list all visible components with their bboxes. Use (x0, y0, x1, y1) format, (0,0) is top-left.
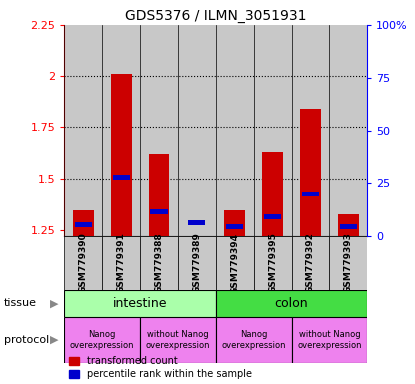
Text: GSM779392: GSM779392 (306, 233, 315, 293)
FancyBboxPatch shape (64, 290, 216, 317)
Text: GSM779389: GSM779389 (193, 233, 201, 293)
FancyBboxPatch shape (140, 236, 178, 290)
Bar (75, 222, 92, 227)
Text: ▶: ▶ (50, 335, 58, 345)
Bar (112, 175, 129, 180)
FancyBboxPatch shape (64, 317, 140, 363)
Bar (149, 154, 169, 236)
FancyBboxPatch shape (64, 236, 102, 290)
Bar (302, 192, 319, 196)
Bar (264, 214, 281, 219)
Text: without Nanog
overexpression: without Nanog overexpression (146, 330, 210, 349)
Text: tissue: tissue (4, 298, 37, 308)
Bar (111, 74, 132, 236)
Text: intestine: intestine (113, 297, 167, 310)
Bar (225, 210, 245, 236)
Bar (226, 225, 243, 229)
FancyBboxPatch shape (291, 236, 330, 290)
Title: GDS5376 / ILMN_3051931: GDS5376 / ILMN_3051931 (125, 8, 307, 23)
Text: ▶: ▶ (50, 298, 58, 308)
Text: GSM779393: GSM779393 (344, 233, 353, 293)
Bar (262, 152, 283, 236)
Bar (140, 25, 178, 236)
FancyBboxPatch shape (291, 317, 367, 363)
FancyBboxPatch shape (178, 236, 216, 290)
Text: without Nanog
overexpression: without Nanog overexpression (297, 330, 361, 349)
Bar (73, 210, 94, 236)
Bar (254, 25, 292, 236)
Text: Nanog
overexpression: Nanog overexpression (222, 330, 286, 349)
Text: GSM779388: GSM779388 (154, 233, 164, 293)
Bar (300, 109, 321, 236)
FancyBboxPatch shape (102, 236, 140, 290)
Bar (102, 25, 140, 236)
Bar (216, 25, 254, 236)
Bar (338, 214, 359, 236)
Text: colon: colon (275, 297, 308, 310)
Text: GSM779390: GSM779390 (79, 233, 88, 293)
FancyBboxPatch shape (216, 236, 254, 290)
Bar (340, 225, 357, 229)
Text: GSM779395: GSM779395 (268, 233, 277, 293)
FancyBboxPatch shape (216, 317, 291, 363)
FancyBboxPatch shape (330, 236, 367, 290)
Bar (178, 25, 216, 236)
Text: GSM779394: GSM779394 (230, 233, 239, 293)
Text: protocol: protocol (4, 335, 49, 345)
Legend: transformed count, percentile rank within the sample: transformed count, percentile rank withi… (69, 356, 251, 379)
Bar (188, 220, 205, 225)
Text: Nanog
overexpression: Nanog overexpression (70, 330, 134, 349)
Bar (151, 209, 168, 214)
Bar (64, 25, 102, 236)
Bar (330, 25, 367, 236)
FancyBboxPatch shape (140, 317, 216, 363)
FancyBboxPatch shape (254, 236, 291, 290)
FancyBboxPatch shape (216, 290, 367, 317)
Bar (292, 25, 330, 236)
Text: GSM779391: GSM779391 (117, 233, 126, 293)
